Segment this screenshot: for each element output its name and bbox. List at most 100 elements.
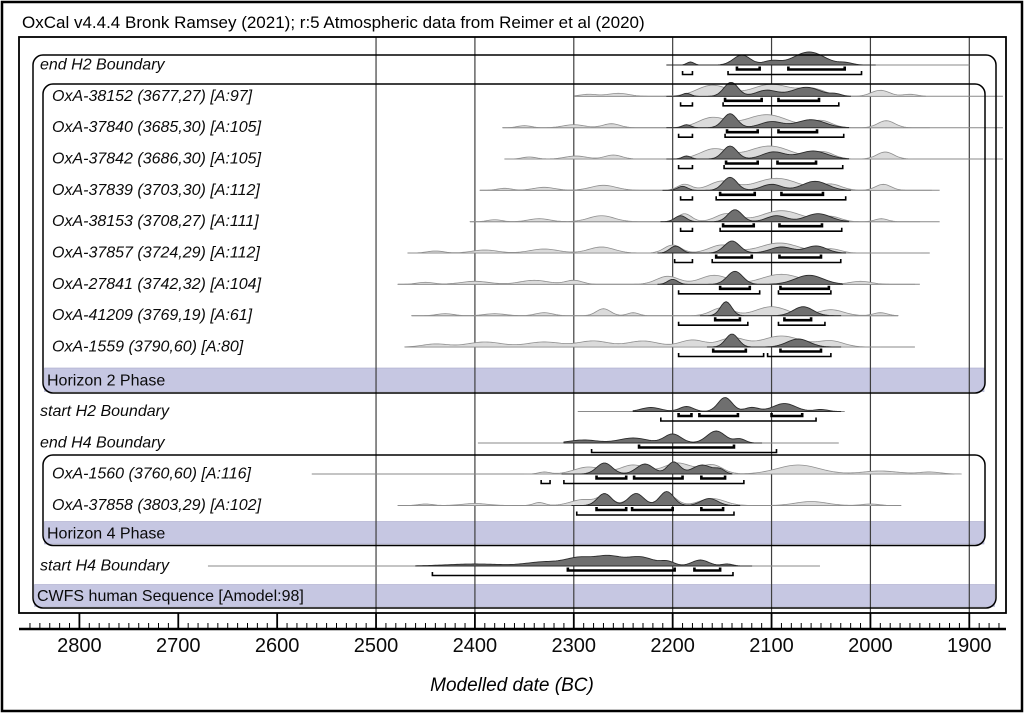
range-bar-68 (776, 160, 818, 165)
distribution-row-oxa-1559: OxA-1559 (3790,60) [A:80] (52, 333, 915, 358)
row-label-oxa-37858: OxA-37858 (3803,29) [A:102] (52, 497, 262, 514)
range-bar-95 (711, 259, 842, 264)
range-bar-68 (779, 285, 831, 291)
range-bar-68 (714, 254, 754, 259)
range-bar-95 (727, 71, 863, 76)
range-bar-68 (778, 254, 823, 259)
posterior-curve (662, 176, 852, 191)
axis-tick-label-2300: 2300 (552, 635, 597, 657)
plot-title: OxCal v4.4.4 Bronk Ramsey (2021); r:5 At… (22, 13, 645, 32)
range-bar-68 (779, 348, 823, 353)
range-bar-68 (693, 567, 722, 572)
posterior-curve (706, 333, 842, 348)
range-bar-68 (698, 413, 740, 418)
distribution-row-start-h2: start H2 Boundary (40, 397, 845, 422)
axis-tick-label-2400: 2400 (453, 635, 498, 657)
sequence-box (32, 54, 997, 609)
range-bar-68 (778, 223, 824, 228)
likelihood-curve (574, 83, 927, 97)
band-label-cwfs-sequence: CWFS human Sequence [Amodel:98] (37, 588, 304, 605)
row-label-start-h2: start H2 Boundary (40, 403, 170, 420)
row-label-oxa-37842: OxA-37842 (3686,30) [A:105] (52, 151, 262, 168)
distribution-row-oxa-37858: OxA-37858 (3803,29) [A:102] (52, 491, 902, 516)
phase-band-cwfs-sequence (34, 584, 995, 607)
range-bar-95 (677, 321, 749, 326)
plot-frame (18, 36, 1007, 614)
x-axis-layer: 2800 2700 2600 2500 2400 2300 2200 2100 2000 1900 (19, 613, 1006, 657)
posterior-curve (657, 240, 847, 254)
phase-band-horizon-2 (44, 367, 985, 392)
axis-tick-label-1900: 1900 (947, 635, 992, 657)
range-bar-95 (677, 165, 694, 170)
range-bar-68 (711, 348, 748, 353)
range-bar-95 (677, 290, 761, 295)
phase-band-horizon-4 (44, 521, 985, 545)
range-bar-95 (724, 133, 845, 138)
range-bar-68 (787, 66, 847, 71)
range-bar-95 (681, 71, 694, 76)
range-bar-95 (679, 102, 694, 107)
row-label-oxa-37840: OxA-37840 (3685,30) [A:105] (52, 119, 262, 136)
range-bar-68 (770, 413, 804, 418)
row-label-oxa-27841: OxA-27841 (3742,32) [A:104] (52, 276, 262, 293)
gridline-layer (375, 37, 970, 613)
distribution-row-oxa-38153: OxA-38153 (3708,27) [A:111] (52, 209, 940, 232)
posterior-curve (660, 209, 850, 223)
row-label-oxa-38152: OxA-38152 (3677,27) [A:97] (52, 88, 253, 105)
group-boxes-layer (32, 54, 997, 609)
range-bar-68 (777, 97, 821, 103)
distribution-rows-layer: end H2 Boundary OxA-38152 (3677,27) [A:97… (40, 51, 1003, 577)
range-bar-68 (595, 507, 628, 512)
posterior-curve (415, 554, 753, 567)
axis-tick-label-2500: 2500 (354, 635, 399, 657)
row-label-oxa-41209: OxA-41209 (3769,19) [A:61] (52, 307, 253, 324)
distribution-row-end-h2: end H2 Boundary (40, 51, 970, 76)
range-bar-68 (700, 475, 727, 480)
range-bar-68 (718, 191, 757, 197)
posterior-curve (632, 397, 842, 412)
posterior-curve (666, 51, 876, 66)
row-label-oxa-38153: OxA-38153 (3708,27) [A:111] (52, 213, 259, 230)
row-label-oxa-1560: OxA-1560 (3760,60) [A:116] (52, 466, 251, 483)
range-bar-68 (677, 413, 693, 418)
range-bar-95 (575, 511, 735, 516)
axis-tick-label-2100: 2100 (749, 635, 794, 657)
axis-tick-label-2600: 2600 (255, 635, 300, 657)
x-axis-title: Modelled date (BC) (430, 675, 594, 696)
row-label-end-h4: end H4 Boundary (40, 435, 166, 452)
range-bar-68 (780, 191, 825, 197)
range-bar-95 (719, 227, 843, 232)
range-bar-68 (630, 507, 674, 512)
row-label-oxa-1559: OxA-1559 (3790,60) [A:80] (52, 339, 244, 356)
row-label-end-h2: end H2 Boundary (40, 57, 166, 74)
distribution-row-oxa-37857: OxA-37857 (3724,29) [A:112] (52, 240, 930, 264)
range-bar-95 (679, 196, 694, 201)
axis-tick-label-2200: 2200 (650, 635, 695, 657)
range-bar-95 (677, 353, 765, 358)
range-bar-68 (637, 444, 736, 449)
range-bar-95 (540, 480, 551, 485)
posterior-curve (561, 461, 733, 475)
range-bar-68 (595, 475, 628, 480)
posterior-curve (699, 301, 842, 317)
range-bar-95 (563, 480, 745, 485)
range-bar-95 (777, 290, 832, 295)
range-bar-95 (673, 259, 694, 264)
posterior-curve (563, 430, 763, 444)
range-bar-95 (715, 196, 847, 201)
posterior-curve (666, 81, 852, 97)
posterior-curve (666, 145, 850, 160)
axis-tick-label-2800: 2800 (57, 635, 102, 657)
axis-tick-label-2700: 2700 (156, 635, 201, 657)
range-bar-95 (590, 449, 778, 454)
range-bar-95 (660, 417, 817, 422)
phase-band-layer: Horizon 2 Phase Horizon 4 Phase CWFS human… (34, 367, 995, 607)
distribution-row-oxa-37842: OxA-37842 (3686,30) [A:105] (52, 145, 1003, 170)
distribution-row-oxa-37839: OxA-37839 (3703,30) [A:112] (52, 176, 940, 201)
distribution-row-oxa-38152: OxA-38152 (3677,27) [A:97] (52, 81, 1003, 107)
range-bar-68 (713, 317, 742, 322)
range-bar-68 (777, 129, 819, 134)
